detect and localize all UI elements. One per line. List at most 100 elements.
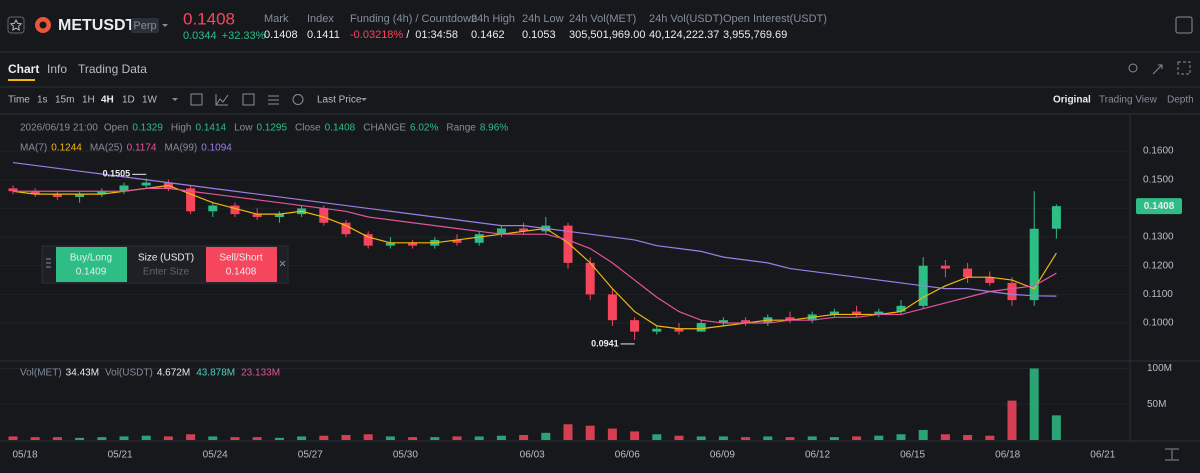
volume-bar: [186, 434, 196, 440]
legend-date: 2026/06/19 21:00: [20, 123, 98, 134]
candle-body: [496, 228, 506, 235]
vol-legend-value: 34.43M: [66, 368, 99, 379]
volume-bar: [319, 435, 329, 440]
close-icon[interactable]: [279, 260, 286, 267]
dropdown-arrow[interactable]: [162, 24, 168, 27]
vol-legend-value: 4.672M: [157, 368, 190, 379]
calendar-icon[interactable]: [190, 93, 203, 106]
volume-bar: [1051, 415, 1061, 440]
volume-bar: [430, 437, 440, 440]
x-tick-label: 06/03: [520, 450, 545, 461]
interval[interactable]: 15m: [55, 95, 74, 106]
stat-value: 0.1411: [307, 29, 340, 41]
candle-body: [741, 320, 751, 324]
legend-value: 8.96%: [480, 123, 508, 134]
y-tick-label: 0.1200: [1143, 260, 1174, 271]
volume-bar: [452, 436, 462, 440]
high-label: 0.1505: [103, 169, 131, 179]
candle-body: [940, 265, 950, 269]
alert-icon[interactable]: [1128, 63, 1138, 73]
interval[interactable]: 1s: [37, 95, 48, 106]
interval[interactable]: 1W: [142, 95, 158, 106]
volume-bar: [541, 432, 551, 440]
volume-bar: [519, 434, 529, 440]
tab[interactable]: Trading Data: [78, 62, 147, 76]
volume-bar: [807, 436, 817, 440]
layout-icon[interactable]: [1177, 61, 1191, 75]
favorite-button[interactable]: [7, 16, 25, 34]
candle-body: [408, 242, 418, 246]
order-widget: Buy/Long 0.1409 Size (USDT) Enter Size Sell/…: [41, 245, 289, 284]
volume-bar: [8, 436, 18, 440]
buy-button[interactable]: [56, 247, 127, 282]
interval[interactable]: 1H: [82, 95, 95, 106]
tab[interactable]: Chart: [8, 62, 39, 76]
candle-body: [1007, 282, 1017, 301]
candle-body: [829, 311, 839, 315]
candle-body: [696, 323, 706, 332]
ma-legend-name: MA(99): [164, 143, 197, 154]
stat-value: 01:34:58: [415, 29, 458, 41]
view-option[interactable]: Trading View: [1099, 95, 1158, 106]
legend-value: 0.1295: [256, 123, 287, 134]
volume-bar: [963, 434, 973, 440]
interval[interactable]: Time: [8, 95, 30, 106]
tab[interactable]: Info: [47, 62, 67, 76]
symbol[interactable]: METUSDT: [58, 17, 136, 34]
settings-icon[interactable]: [1175, 16, 1193, 34]
scale-icon[interactable]: [1165, 448, 1179, 461]
vol-legend-label: Vol(USDT): [105, 368, 153, 379]
volume-bar: [852, 436, 862, 440]
separator: /: [406, 29, 410, 41]
template-icon[interactable]: [242, 93, 255, 106]
stat-label: 24h High: [471, 13, 515, 25]
interval[interactable]: 4H: [101, 95, 114, 106]
size-input: Enter Size: [143, 267, 190, 278]
sell-button[interactable]: [206, 247, 277, 282]
low-label: 0.0941: [591, 338, 619, 348]
settings-icon[interactable]: [268, 95, 279, 105]
ma-line: [13, 187, 1057, 324]
volume-bar: [918, 429, 928, 440]
stat-value: 0.1053: [522, 29, 556, 41]
volume-bar: [585, 425, 595, 440]
y-tick-label: 0.1100: [1143, 289, 1173, 300]
reset-icon[interactable]: [292, 94, 304, 105]
volume-bar: [52, 437, 62, 440]
price-change-pct: +32.33%: [222, 30, 266, 42]
expand-icon[interactable]: [1152, 64, 1163, 75]
sell-price: 0.1408: [226, 267, 257, 278]
view-option[interactable]: Depth: [1167, 95, 1194, 106]
candle-body: [519, 228, 529, 232]
stat-value: 0.1408: [264, 29, 298, 41]
overlays: Mark 0.1408 Index 0.1411 Funding (4h) / Coun…: [8, 13, 1194, 379]
candle-body: [785, 317, 795, 321]
indicator-icon[interactable]: [215, 94, 229, 106]
candle-body: [319, 208, 329, 223]
ma-legend-value: 0.1094: [201, 143, 232, 154]
candle-body: [97, 191, 107, 195]
x-tick-label: 06/21: [1090, 450, 1115, 461]
candle-body: [718, 320, 728, 324]
view-option[interactable]: Original: [1053, 95, 1091, 106]
last-price: 0.1408: [183, 9, 235, 28]
perp-badge-bg: [131, 18, 159, 33]
x-tick-label: 05/24: [203, 450, 228, 461]
interval[interactable]: 1D: [122, 95, 135, 106]
x-tick-label: 06/12: [805, 450, 830, 461]
volume-bar: [1029, 368, 1039, 440]
stat-label: 24h Vol(MET): [569, 13, 636, 25]
price-type[interactable]: Last Price: [317, 95, 362, 106]
volume-bar: [474, 436, 484, 440]
candle-body: [452, 239, 462, 243]
stat-label: Index: [307, 13, 334, 25]
volume-bar: [1007, 400, 1017, 440]
candle-body: [252, 214, 262, 218]
x-tick-label: 05/30: [393, 450, 418, 461]
coin-logo-inner: [39, 21, 47, 29]
stat-label: Open Interest(USDT): [723, 13, 827, 25]
candle-body: [186, 188, 196, 212]
candle-body: [230, 205, 240, 215]
